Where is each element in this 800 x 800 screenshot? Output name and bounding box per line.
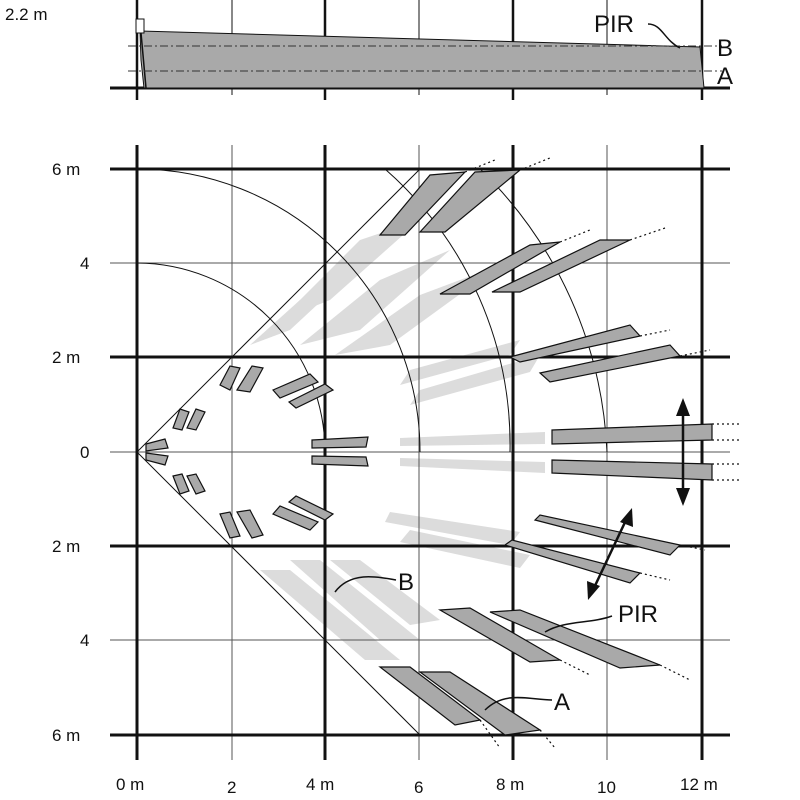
y-label: 4 xyxy=(80,631,89,650)
y-label: 0 xyxy=(80,443,89,462)
movement-arrow-diagonal xyxy=(587,508,633,600)
x-label: 6 xyxy=(414,778,423,797)
callout-a-leader xyxy=(484,696,553,711)
x-label: 0 m xyxy=(116,775,144,794)
side-view-pir-leader xyxy=(647,23,681,49)
y-label: 6 m xyxy=(52,160,80,179)
layer-a-zones xyxy=(145,169,713,736)
x-axis-labels: 0 m 2 4 m 6 8 m 10 12 m xyxy=(116,775,718,797)
side-view-height-label: 2.2 m xyxy=(5,5,48,24)
y-label: 2 m xyxy=(52,537,80,556)
y-axis-labels: 6 m 4 2 m 0 2 m 4 6 m xyxy=(52,160,89,745)
side-view: 2.2 m PIR B A xyxy=(5,0,733,100)
y-label: 4 xyxy=(80,254,89,273)
movement-arrow-vertical xyxy=(676,398,690,506)
side-view-sensor xyxy=(135,18,145,34)
top-view-grid-thin xyxy=(110,145,730,760)
top-view: B PIR A 6 m 4 2 m 0 2 m 4 6 m 0 m 2 4 m … xyxy=(52,145,740,797)
x-label: 2 xyxy=(227,778,236,797)
side-view-pir-label: PIR xyxy=(594,11,634,38)
zone-extension-dots xyxy=(464,157,740,749)
x-label: 8 m xyxy=(496,775,524,794)
layer-b-zones xyxy=(250,220,545,660)
top-view-grid-bold xyxy=(110,145,730,760)
y-label: 6 m xyxy=(52,726,80,745)
x-label: 12 m xyxy=(680,775,718,794)
x-label: 10 xyxy=(597,778,616,797)
callout-a-label: A xyxy=(554,689,570,716)
side-view-coverage-zone xyxy=(139,30,705,89)
y-label: 2 m xyxy=(52,348,80,367)
side-view-label-a: A xyxy=(717,63,733,90)
callout-b-label: B xyxy=(398,569,414,596)
coverage-boundary xyxy=(136,168,608,735)
callout-b-leader xyxy=(334,576,397,593)
x-label: 4 m xyxy=(306,775,334,794)
callout-pir-label: PIR xyxy=(618,601,658,628)
callout-pir-leader xyxy=(544,615,613,633)
side-view-label-b: B xyxy=(717,35,733,62)
